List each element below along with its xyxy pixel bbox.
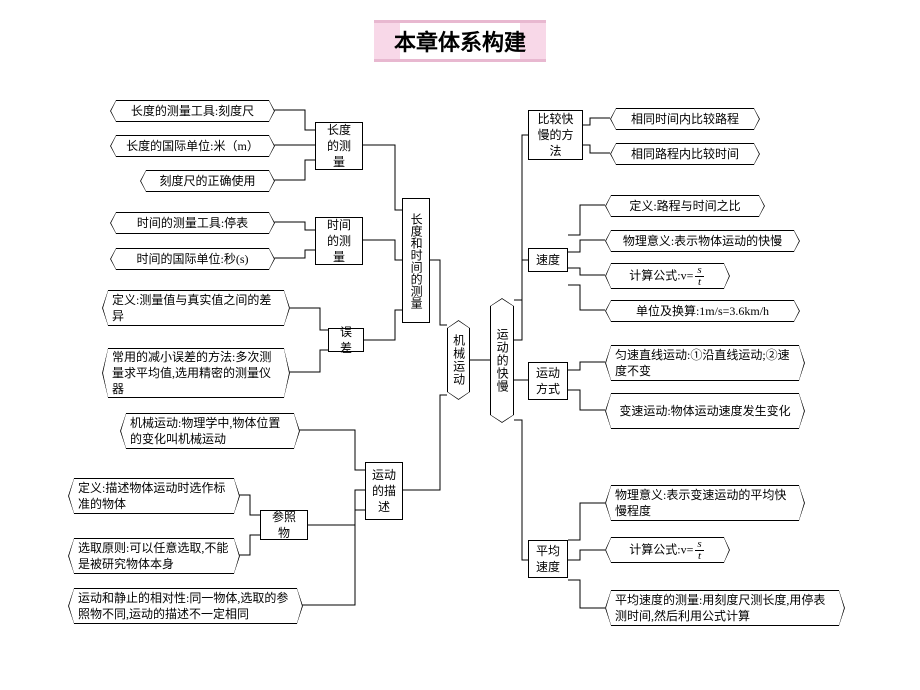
leaf-describe-a: 机械运动:物理学中,物体位置的变化叫机械运动	[120, 413, 300, 449]
node-length: 长度的测量	[315, 122, 363, 170]
leaf-avg-a: 物理意义:表示变速运动的平均快慢程度	[605, 485, 805, 521]
leaf-length-b: 长度的国际单位:米（m）	[110, 135, 275, 157]
node-describe: 运动的描述	[365, 462, 403, 520]
leaf-speed-b: 物理意义:表示物体运动的快慢	[605, 230, 800, 252]
leaf-mode-a: 匀速直线运动:①沿直线运动;②速度不变	[605, 345, 805, 381]
leaf-length-a: 长度的测量工具:刻度尺	[110, 100, 275, 122]
node-measure: 长度和时间的测量	[402, 198, 430, 323]
leaf-time-a: 时间的测量工具:停表	[110, 212, 275, 234]
node-error: 误差	[328, 328, 364, 352]
node-compare: 比较快慢的方法	[528, 110, 583, 160]
leaf-ref-a: 定义:描述物体运动时选作标准的物体	[68, 478, 240, 514]
leaf-error-b: 常用的减小误差的方法:多次测量求平均值,选用精密的测量仪器	[102, 348, 290, 398]
leaf-speed-a: 定义:路程与时间之比	[605, 195, 765, 217]
page-title: 本章体系构建	[374, 20, 546, 62]
leaf-speed-c: 计算公式:v=st	[605, 263, 730, 289]
leaf-mode-b: 变速运动:物体运动速度发生变化	[605, 393, 805, 429]
leaf-error-a: 定义:测量值与真实值之间的差异	[102, 290, 290, 326]
leaf-length-c: 刻度尺的正确使用	[140, 170, 275, 192]
node-speed-group: 运动的快慢	[490, 298, 514, 423]
node-avg: 平均速度	[528, 540, 568, 578]
node-speed: 速度	[528, 248, 568, 272]
leaf-avg-c: 平均速度的测量:用刻度尺测长度,用停表测时间,然后利用公式计算	[605, 590, 845, 626]
node-ref: 参照物	[260, 510, 308, 540]
leaf-ref-b: 选取原则:可以任意选取,不能是被研究物体本身	[68, 538, 240, 574]
leaf-compare-b: 相同路程内比较时间	[610, 143, 760, 165]
leaf-avg-b: 计算公式:v=st	[605, 537, 730, 563]
leaf-time-b: 时间的国际单位:秒(s)	[110, 248, 275, 270]
node-time: 时间的测量	[315, 217, 363, 265]
leaf-rel: 运动和静止的相对性:同一物体,选取的参照物不同,运动的描述不一定相同	[68, 588, 303, 624]
node-mode: 运动方式	[528, 362, 568, 400]
node-center: 机械运动	[447, 320, 470, 400]
leaf-compare-a: 相同时间内比较路程	[610, 108, 760, 130]
leaf-speed-d: 单位及换算:1m/s=3.6km/h	[605, 300, 800, 322]
